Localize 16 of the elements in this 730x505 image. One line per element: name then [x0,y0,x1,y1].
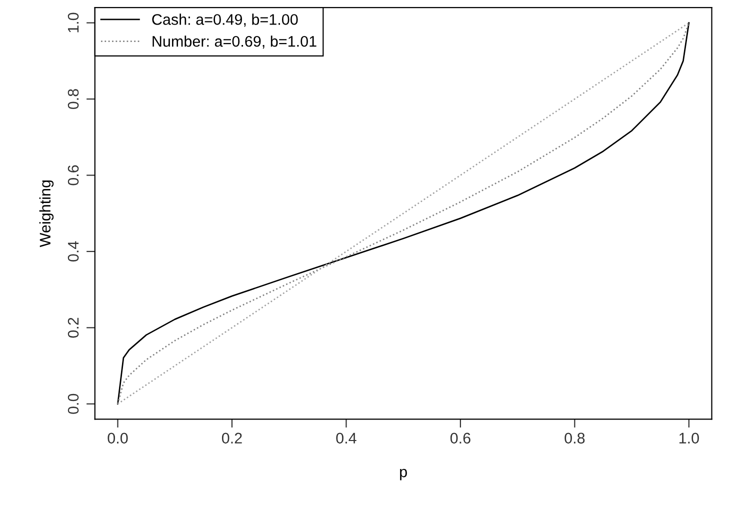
y-tick-label: 0.6 [68,165,79,186]
x-tick-label: 0.2 [222,432,242,444]
x-tick-label: 0.4 [336,432,356,444]
y-tick-label: 0.0 [68,394,79,414]
x-tick-label: 0.6 [450,432,470,444]
y-axis-title: Weighting [39,180,54,248]
y-tick-label: 0.8 [68,89,79,110]
x-tick-label: 1.0 [679,432,699,444]
y-tick-label: 0.2 [68,318,79,338]
legend-label: Number: a=0.69, b=1.01 [152,36,316,49]
x-tick-label: 0.0 [108,432,128,444]
y-tick-label: 0.4 [68,241,79,262]
y-tick-label: 1.0 [68,12,79,32]
legend-label: Cash: a=0.49, b=1.00 [152,14,298,27]
x-tick-label: 0.8 [564,432,585,444]
x-axis-title: p [400,468,407,480]
